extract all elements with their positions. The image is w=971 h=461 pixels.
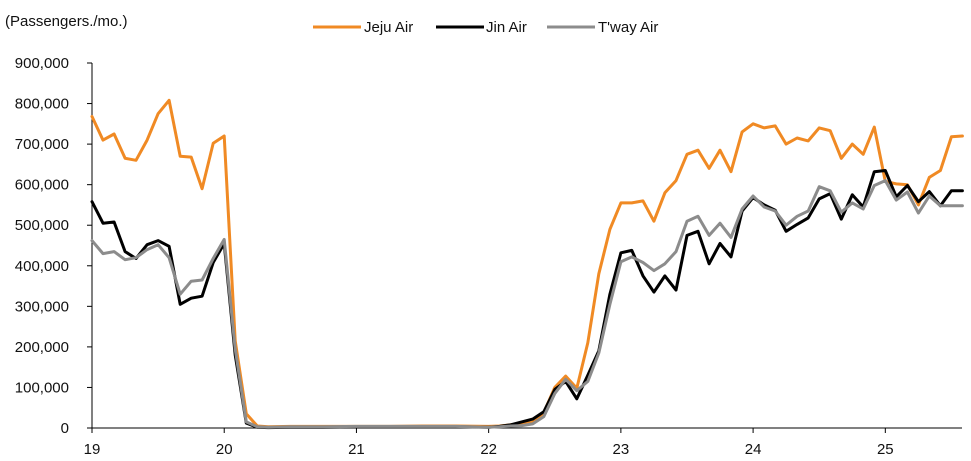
series-layer — [90, 98, 964, 430]
series-line-t-way-air — [90, 179, 964, 429]
x-tick-label: 20 — [216, 441, 233, 458]
y-tick-label: 700,000 — [15, 136, 69, 153]
unit-label: (Passengers./mo.) — [5, 13, 128, 30]
y-axis: 900,000 800,000 700,000 600,000 500,000 400,0… — [15, 55, 93, 437]
y-tick-label: 200,000 — [15, 339, 69, 356]
x-tick-label: 24 — [745, 441, 762, 458]
y-tick-label: 400,000 — [15, 258, 69, 275]
y-tick-label: 900,000 — [15, 55, 69, 72]
legend-label-jin-air: Jin Air — [486, 19, 527, 36]
legend-label-t-way-air: T'way Air — [598, 19, 658, 36]
legend: Jeju Air Jin Air T'way Air — [313, 19, 658, 36]
x-tick-label: 21 — [348, 441, 365, 458]
x-axis: 19 20 21 22 23 24 25 — [84, 427, 962, 458]
y-tick-label: 500,000 — [15, 217, 69, 234]
y-tick-label: 600,000 — [15, 177, 69, 194]
x-tick-label: 25 — [877, 441, 894, 458]
series-line-jeju-air — [90, 98, 964, 429]
y-tick-label: 300,000 — [15, 298, 69, 315]
y-tick-label: 0 — [61, 420, 69, 437]
x-tick-label: 23 — [613, 441, 630, 458]
legend-label-jeju-air: Jeju Air — [364, 19, 413, 36]
y-tick-label: 800,000 — [15, 96, 69, 113]
x-tick-label: 19 — [84, 441, 101, 458]
x-tick-label: 22 — [480, 441, 497, 458]
series-line-jin-air — [90, 169, 964, 430]
y-tick-label: 100,000 — [15, 379, 69, 396]
